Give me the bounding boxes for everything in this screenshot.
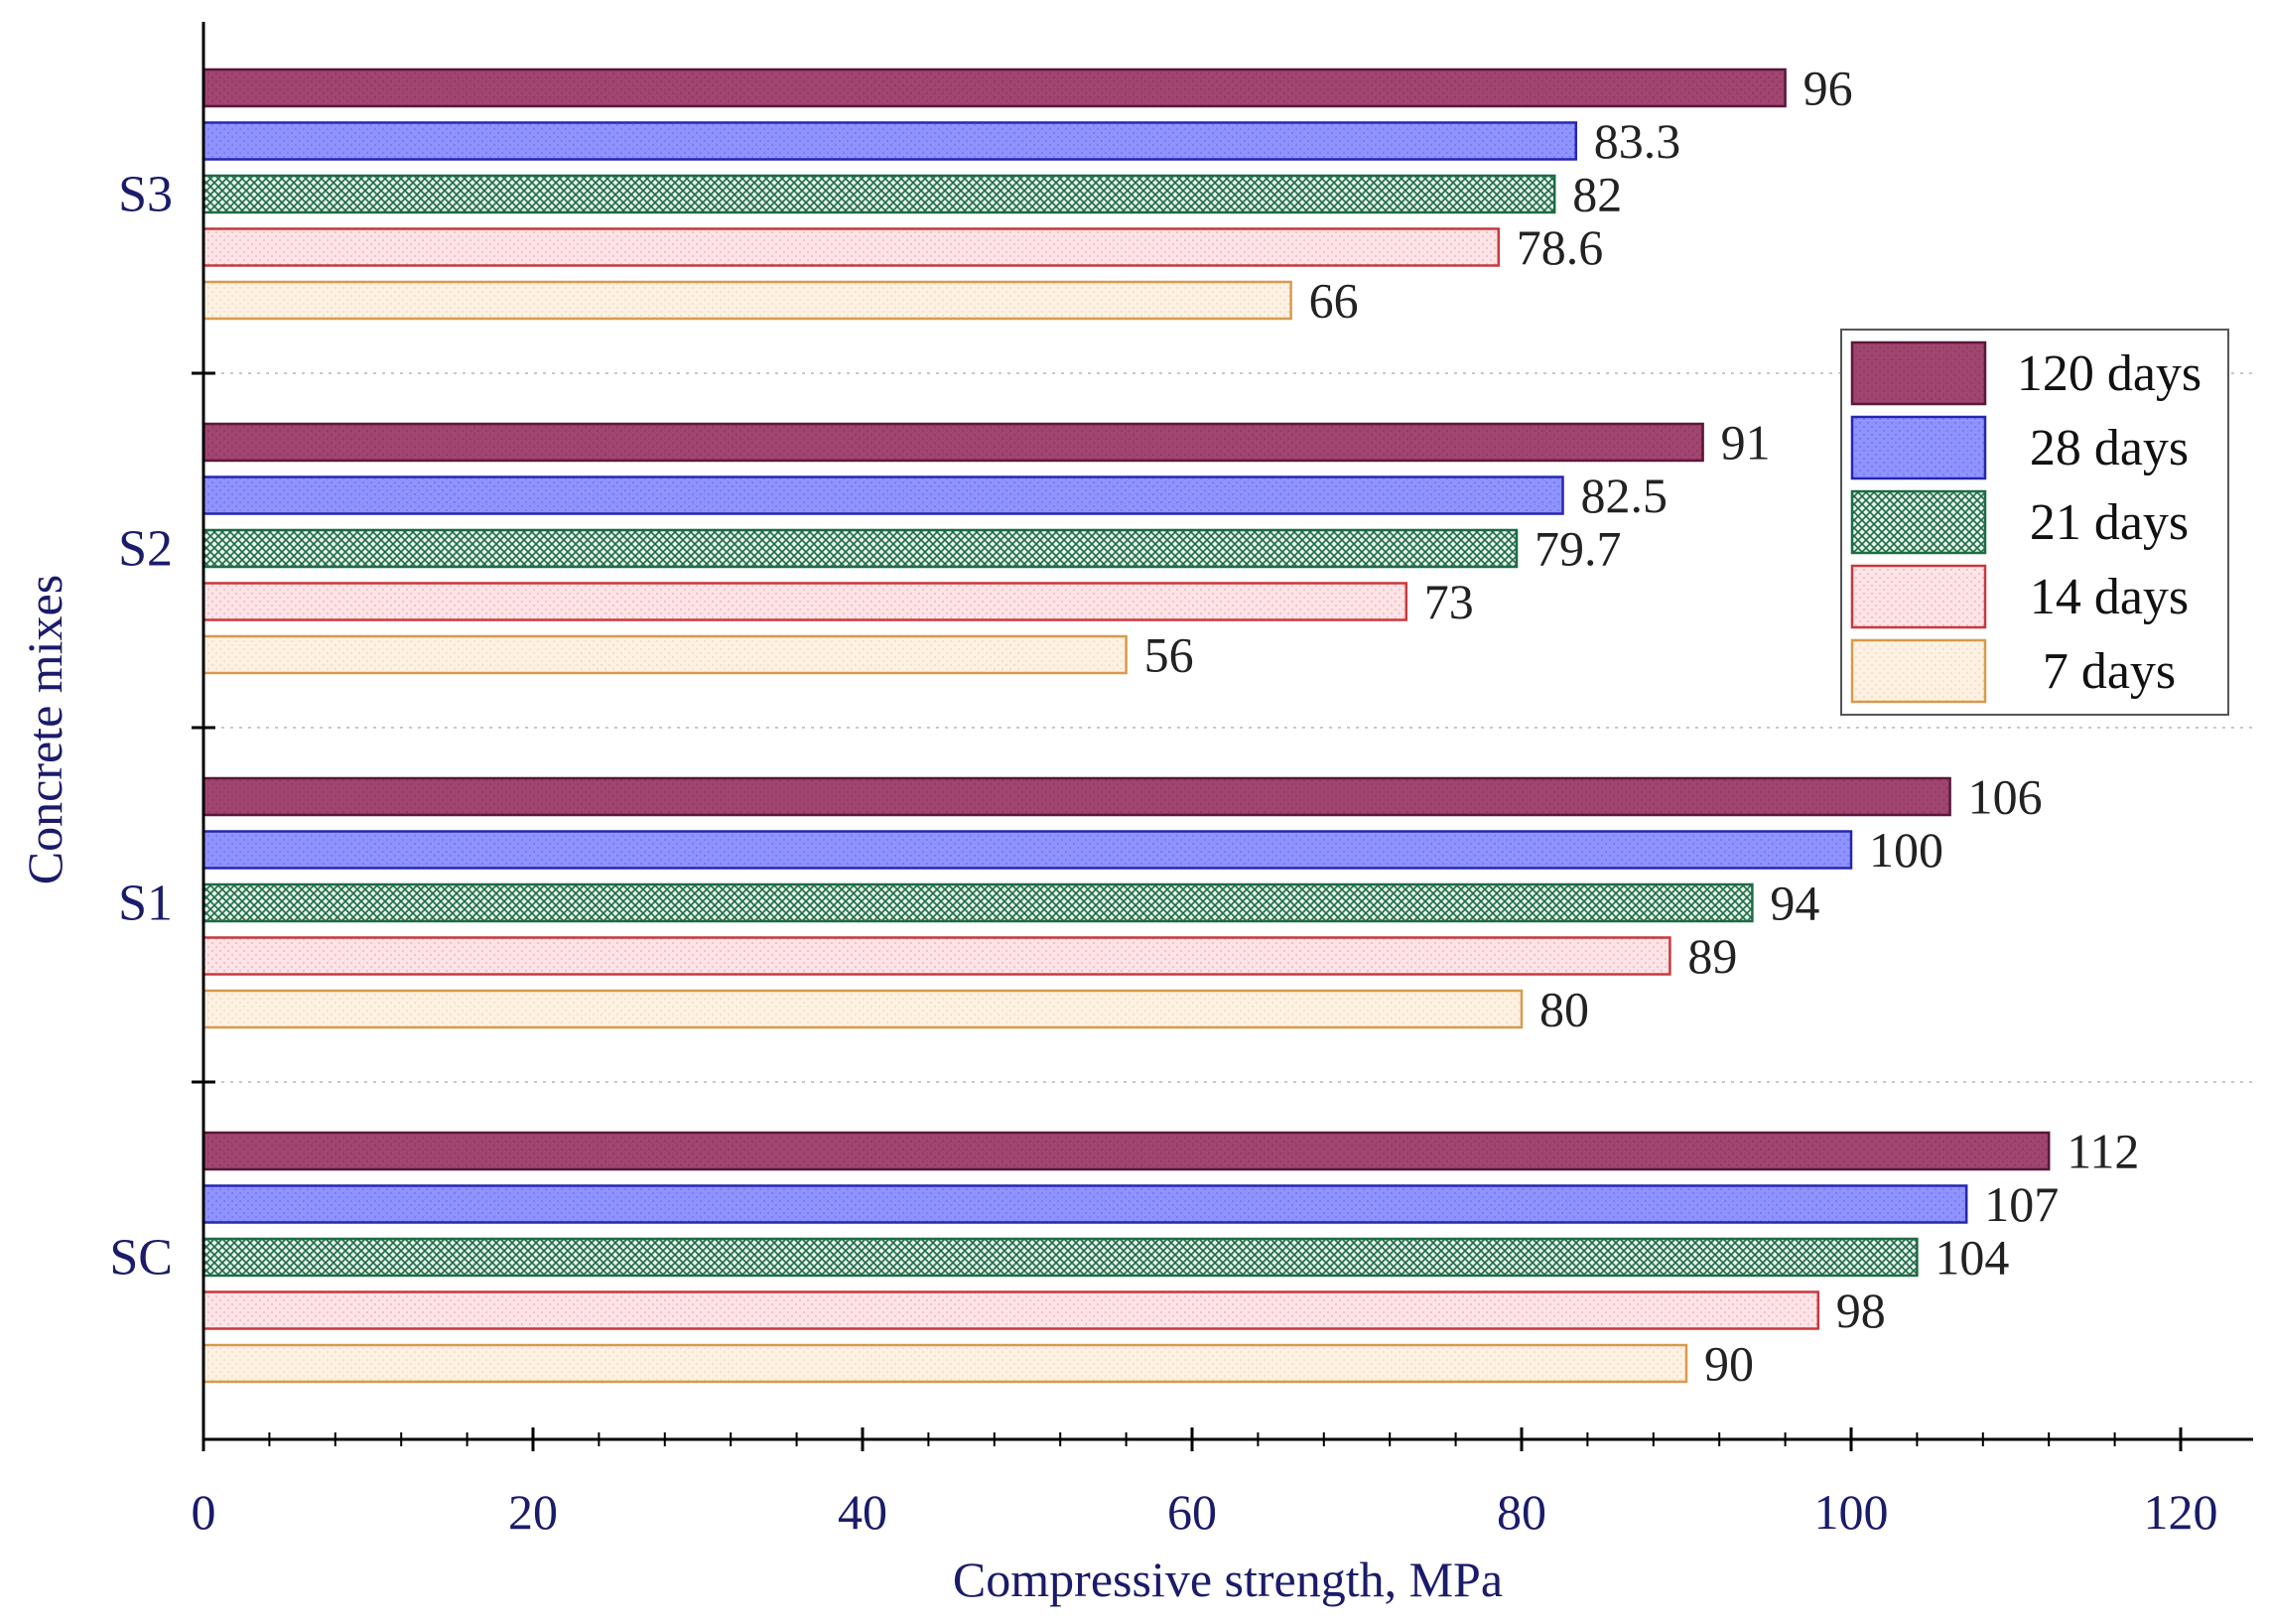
value-label: 78.6 [1517,219,1604,275]
category-label: S1 [118,876,173,932]
legend-swatch-7-days [1850,638,1987,704]
x-ticks-group: 0 20 40 60 80 100 120 [192,1427,2218,1540]
legend-label: 28 days [2030,420,2189,476]
bar-sc-14-days [201,1290,1820,1330]
value-label: 66 [1309,273,1359,329]
value-label: 107 [1984,1176,2059,1232]
axes-group [201,22,2253,1441]
value-label: 83.3 [1594,113,1681,169]
value-label: 89 [1687,928,1737,984]
bar-s3-14-days [201,227,1501,267]
x-tick-label: 20 [508,1484,558,1540]
category-label: SC [109,1230,173,1286]
bar-s3-21-days [201,174,1556,214]
bar-sc-120-days [201,1131,2051,1171]
legend-label: 7 days [2043,643,2176,700]
value-label: 80 [1539,982,1589,1037]
bar-s1-21-days [201,882,1754,923]
value-label: 82 [1572,167,1622,222]
value-label: 100 [1869,822,1943,878]
category-labels-group: S3 S2 S1 SC [109,167,173,1286]
bar-s1-7-days [201,989,1524,1029]
legend-swatch-28-days [1850,415,1987,480]
bar-s2-120-days [201,422,1704,463]
bar-s2-28-days [201,475,1564,515]
value-label: 96 [1803,61,1853,116]
category-label: S3 [118,167,173,223]
bars-group [201,68,2051,1384]
legend-label: 14 days [2030,569,2189,625]
legend-swatch-21-days [1850,489,1987,555]
bar-sc-7-days [201,1343,1688,1384]
x-tick-label: 40 [838,1484,887,1540]
x-tick-label: 80 [1497,1484,1546,1540]
value-label: 82.5 [1581,468,1668,523]
bar-s1-120-days [201,776,1951,817]
bar-sc-28-days [201,1184,1968,1224]
bar-s3-7-days [201,280,1292,321]
value-label: 98 [1836,1283,1886,1338]
value-label: 73 [1424,574,1474,629]
value-label: 94 [1770,876,1819,931]
value-label: 112 [2067,1124,2139,1179]
value-label: 104 [1935,1230,2009,1286]
x-tick-label: 0 [192,1484,216,1540]
bar-sc-21-days [201,1237,1919,1278]
x-tick-label: 60 [1167,1484,1217,1540]
bar-s3-120-days [201,68,1787,108]
x-tick-label: 100 [1814,1484,1889,1540]
bar-s2-7-days [201,634,1128,675]
legend-swatch-14-days [1850,564,1987,629]
value-label: 90 [1704,1336,1754,1392]
legend-label: 120 days [2017,345,2202,402]
value-label: 91 [1721,415,1771,471]
bar-s1-28-days [201,830,1853,870]
legend: 120 days 28 days 21 days 14 days 7 days [1840,329,2229,716]
bar-s2-14-days [201,582,1408,621]
bar-s2-21-days [201,528,1519,569]
value-label: 79.7 [1535,521,1622,577]
y-ticks-group [192,371,215,1084]
value-label: 56 [1144,627,1194,683]
category-label: S2 [118,521,173,578]
value-label: 106 [1968,769,2043,825]
x-axis-title: Compressive strength, MPa [953,1552,1503,1607]
bar-s1-14-days [201,936,1671,976]
bar-s3-28-days [201,121,1578,161]
x-tick-label: 120 [2144,1484,2218,1540]
legend-swatch-120-days [1850,340,1987,406]
legend-label: 21 days [2030,494,2189,551]
y-axis-title: Concrete mixes [17,575,72,884]
